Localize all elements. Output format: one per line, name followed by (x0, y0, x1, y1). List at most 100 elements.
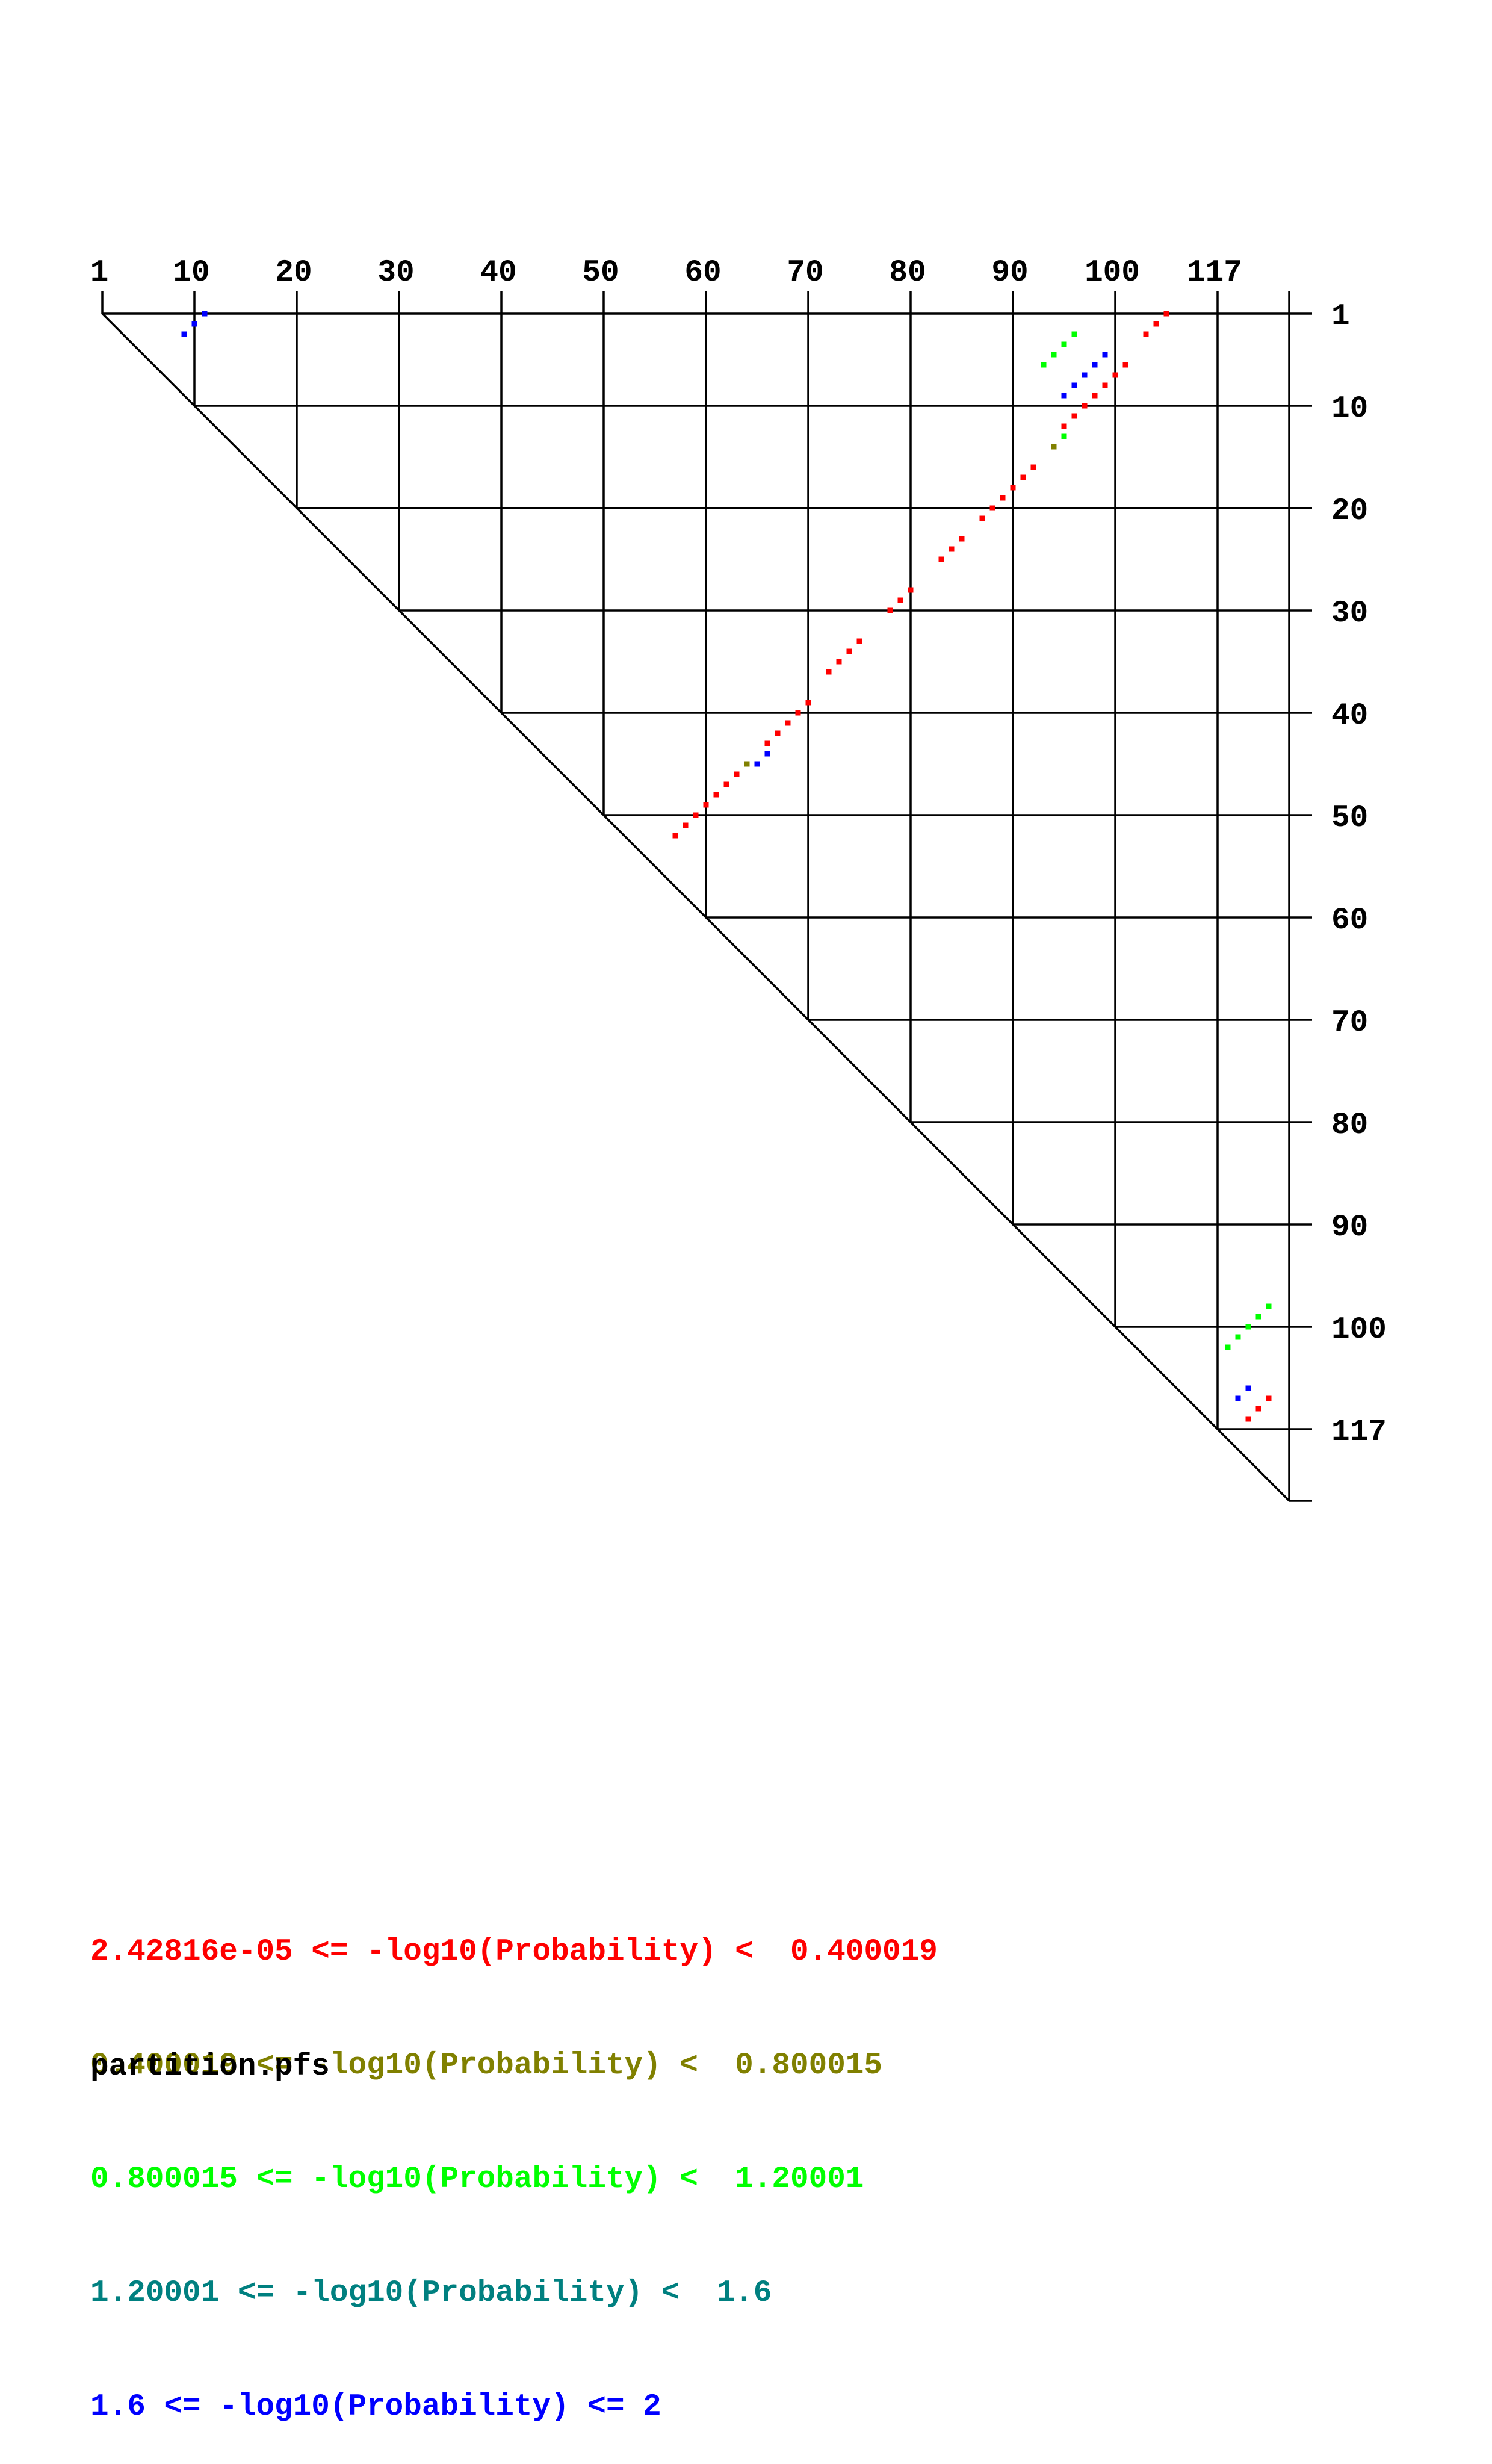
pair-probability-points (181, 311, 1272, 1422)
tick-labels: 1 10 20 30 40 50 60 70 80 90 100 117 1 10 20 30 40 50 60 70… (90, 256, 1387, 1450)
pair-point (1245, 1324, 1251, 1330)
pair-point (1092, 393, 1098, 399)
pair-point (181, 331, 187, 337)
pair-point (785, 720, 791, 726)
top-tick-label: 40 (480, 256, 516, 290)
pair-point (1041, 362, 1047, 368)
pair-point (1071, 382, 1077, 388)
pair-point (723, 781, 729, 787)
pair-point (805, 700, 811, 706)
pair-point (826, 669, 832, 675)
right-tick-label: 117 (1331, 1415, 1387, 1450)
file-name-label: partition.pfs (90, 2050, 330, 2084)
top-tick-label: 117 (1187, 256, 1242, 290)
right-tick-label: 30 (1331, 597, 1368, 631)
pair-point (1163, 311, 1169, 317)
pair-point (959, 536, 965, 542)
pair-point (1102, 382, 1108, 388)
pair-point (1030, 464, 1036, 470)
top-tick-label: 30 (377, 256, 414, 290)
pair-point (1235, 1395, 1241, 1401)
pair-point (1143, 331, 1149, 337)
pair-point (1235, 1334, 1241, 1340)
legend-entry-bin3: 0.800015 <= -log10(Probability) < 1.2000… (90, 2162, 864, 2197)
pair-point (1082, 372, 1088, 378)
pair-point (1010, 485, 1016, 491)
pair-point (693, 812, 699, 818)
top-tick-label: 60 (684, 256, 721, 290)
top-tick-label: 90 (991, 256, 1028, 290)
pair-point (1082, 403, 1088, 409)
pair-point (795, 710, 801, 716)
pair-point (1153, 321, 1159, 327)
right-tick-label: 70 (1331, 1006, 1368, 1040)
pair-point (775, 730, 781, 736)
legend-entry-bin1: 2.42816e-05 <= -log10(Probability) < 0.4… (90, 1935, 938, 1969)
top-tick-label: 1 (90, 256, 109, 290)
right-tick-label: 90 (1331, 1211, 1368, 1245)
pair-point (764, 740, 770, 746)
top-tick-label: 80 (889, 256, 926, 290)
pair-point (1000, 495, 1006, 501)
legend-entry-bin4: 1.20001 <= -log10(Probability) < 1.6 (90, 2276, 772, 2310)
pair-point (672, 833, 678, 839)
pair-point (938, 556, 944, 562)
pair-point (949, 546, 955, 552)
pair-point (1225, 1344, 1231, 1350)
legend-entry-bin5: 1.6 <= -log10(Probability) <= 2 (90, 2390, 661, 2424)
pair-point (703, 802, 709, 808)
pair-point (1102, 352, 1108, 358)
legend-entry-bin2: 0.400019 <= -log10(Probability) < 0.8000… (90, 2049, 883, 2083)
top-tick-label: 70 (787, 256, 823, 290)
pair-point (764, 751, 770, 757)
pair-point (1061, 423, 1067, 429)
pair-point (754, 761, 760, 767)
pair-point (897, 597, 903, 603)
pair-point (846, 648, 852, 654)
pair-point (191, 321, 197, 327)
pair-point (713, 792, 719, 798)
top-tick-label: 20 (275, 256, 312, 290)
pair-point (1051, 444, 1057, 450)
pair-point (1071, 331, 1077, 337)
diagonal-line (101, 312, 1290, 1502)
pair-point (683, 822, 689, 828)
pair-point (1245, 1385, 1251, 1391)
pair-point (1112, 372, 1118, 378)
pair-point (1092, 362, 1098, 368)
pair-point (1020, 474, 1026, 480)
pair-point (1061, 393, 1067, 399)
pair-point (979, 515, 985, 521)
right-tick-label: 80 (1331, 1108, 1368, 1143)
right-tick-label: 40 (1331, 699, 1368, 733)
pair-point (744, 761, 750, 767)
pair-point (202, 311, 208, 317)
pair-point (1051, 352, 1057, 358)
pair-point (989, 505, 995, 511)
right-tick-label: 10 (1331, 392, 1368, 426)
grid-lines (101, 291, 1312, 1502)
dotplot-chart: 1 10 20 30 40 50 60 70 80 90 100 117 1 10 20 30 40 50 60 70… (90, 256, 1387, 1502)
pair-point (1245, 1416, 1251, 1422)
legend: 2.42816e-05 <= -log10(Probability) < 0.4… (90, 1857, 938, 2464)
pair-point (1266, 1303, 1272, 1309)
pair-point (1255, 1314, 1261, 1320)
pair-point (887, 607, 893, 613)
pair-point (1266, 1395, 1272, 1401)
pair-point (836, 659, 842, 665)
right-tick-label: 100 (1331, 1313, 1387, 1347)
right-tick-label: 60 (1331, 904, 1368, 938)
right-tick-label: 20 (1331, 494, 1368, 529)
top-tick-label: 50 (582, 256, 619, 290)
top-tick-label: 10 (173, 256, 209, 290)
pair-point (1061, 433, 1067, 439)
pair-point (1061, 341, 1067, 347)
right-tick-label: 1 (1331, 300, 1350, 334)
right-tick-label: 50 (1331, 801, 1368, 836)
pair-point (908, 587, 914, 593)
pair-point (1255, 1406, 1261, 1412)
pair-point (1071, 413, 1077, 419)
pair-point (734, 771, 740, 777)
pair-point (856, 638, 862, 644)
pair-point (1122, 362, 1128, 368)
